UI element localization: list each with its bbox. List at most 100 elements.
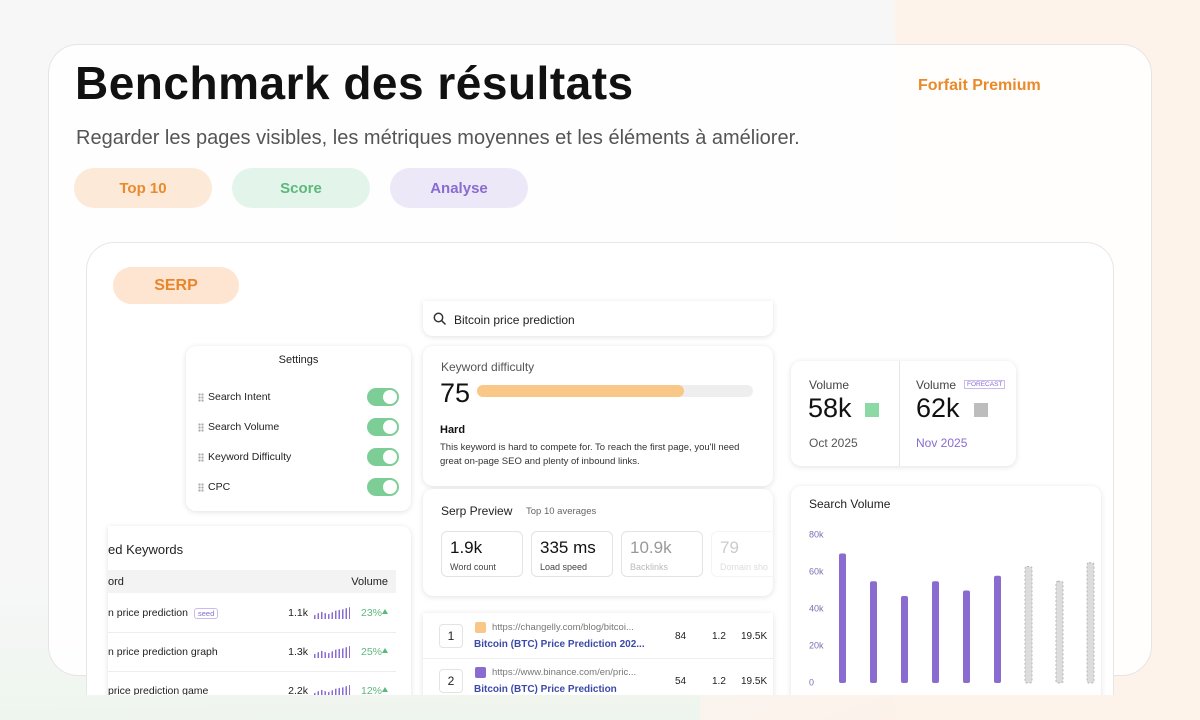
setting-label: Search Intent (208, 391, 271, 403)
metric-box (531, 531, 613, 577)
toggle[interactable] (367, 388, 399, 406)
bar (1055, 580, 1064, 684)
plan-badge: Forfait Premium (918, 77, 1041, 94)
drag-handle (198, 423, 204, 432)
y-tick-label: 20k (809, 640, 824, 650)
table-header (108, 570, 396, 593)
metric-value: 1.9k (450, 538, 483, 557)
chart-card: Search Volume 0 20k 40k 60k 80k (791, 486, 1101, 695)
trend-arrow (382, 648, 388, 653)
result-metric: 1.2 (712, 631, 726, 642)
volume-card: Volume 58k Oct 2025 Volume FORECAST 62k … (791, 361, 1016, 466)
column-header: Volume (351, 576, 388, 588)
forecast-date: Nov 2025 (916, 436, 968, 450)
bar (870, 581, 877, 683)
trend: 23% (361, 607, 383, 619)
tab[interactable]: Top 10 (74, 168, 212, 208)
result-url: https://www.binance.com/en/pric... (492, 667, 637, 678)
keyword: price prediction game (108, 685, 209, 695)
favicon (475, 667, 486, 678)
keyword: n price prediction (108, 607, 188, 619)
bar (963, 590, 970, 683)
difficulty-label: Keyword difficulty (441, 360, 535, 374)
trend: 12% (361, 685, 383, 695)
result-metric: 54 (675, 676, 687, 687)
toggle[interactable] (367, 418, 399, 436)
volume-label: Volume (809, 378, 850, 392)
result-metric: 19.5K (741, 676, 768, 687)
difficulty-description: This keyword is hard to compete for. To … (440, 442, 740, 467)
result-title[interactable]: Bitcoin (BTC) Price Prediction (474, 684, 617, 695)
chart-title: Search Volume (809, 497, 891, 511)
tab[interactable]: Analyse (390, 168, 528, 208)
metric-value: 10.9k (630, 538, 672, 557)
rank: 1 (447, 629, 455, 643)
screenshot-card: SERP Bitcoin price prediction Settings S… (86, 242, 1114, 695)
difficulty-level: Hard (440, 424, 466, 436)
difficulty-track (477, 385, 753, 397)
setting-label: CPC (208, 481, 231, 493)
sparkline (314, 685, 350, 695)
trend: 25% (361, 646, 383, 658)
y-tick-label: 40k (809, 603, 824, 613)
keywords-title: ed Keywords (108, 542, 184, 557)
result-metric: 1.2 (712, 676, 726, 687)
setting-label: Keyword Difficulty (208, 451, 292, 463)
seed-tag: seed (194, 608, 219, 619)
results-table: 1 https://changelly.com/blog/bitcoi... Bit… (423, 613, 773, 695)
settings-panel: Settings Search Intent Search Volume Keywo… (186, 346, 411, 511)
drag-handle (198, 483, 204, 492)
serp-preview: Serp Preview Top 10 averages 1.9k Word co… (423, 489, 773, 596)
metric-label: Word count (450, 562, 496, 572)
volume: 2.2k (288, 685, 308, 695)
drag-handle (198, 393, 204, 402)
serp-title: Serp Preview (441, 504, 513, 518)
result-metric: 84 (675, 631, 687, 642)
forecast-label: Volume (916, 378, 957, 392)
up-icon (974, 403, 988, 417)
bar (839, 553, 846, 683)
chart: Search Volume 0 20k 40k 60k 80k (809, 497, 1095, 687)
search-bar[interactable]: Bitcoin price prediction (423, 301, 773, 336)
setting-label: Search Volume (208, 421, 280, 433)
result-metric: 19.5K (741, 631, 768, 642)
keywords-panel: ed Keywords ord Volume n price predictio… (108, 526, 411, 695)
volume-value: 58k (808, 393, 852, 423)
bar (1024, 565, 1033, 684)
volume: 1.1k (288, 607, 308, 619)
y-tick-label: 80k (809, 529, 824, 539)
settings-title: Settings (278, 354, 319, 366)
difficulty-score: 75 (440, 378, 471, 408)
metric-box (621, 531, 703, 577)
y-tick-label: 0 (809, 677, 814, 687)
difficulty-card: Keyword difficulty 75 Hard This keyword … (423, 346, 773, 486)
favicon (475, 622, 486, 633)
metric-value: 79 (720, 538, 739, 557)
metric-box (711, 531, 773, 577)
trend-arrow (382, 609, 388, 614)
drag-handle (198, 453, 204, 462)
bar (932, 581, 939, 683)
column-header: ord (108, 576, 124, 588)
metric-value: 335 ms (540, 538, 596, 557)
forecast-value: 62k (916, 393, 960, 423)
sparkline (314, 646, 350, 658)
row-divider (108, 671, 396, 672)
toggle[interactable] (367, 448, 399, 466)
rank-box (439, 669, 463, 693)
tab[interactable]: Score (232, 168, 370, 208)
serp-label: SERP (113, 267, 239, 304)
metric-label: Load speed (540, 562, 588, 572)
result-title[interactable]: Bitcoin (BTC) Price Prediction 202... (474, 639, 645, 650)
sparkline (314, 607, 350, 619)
toggle[interactable] (367, 478, 399, 496)
row-divider (423, 658, 773, 659)
bar (901, 596, 908, 683)
metric-label: Backlinks (630, 562, 669, 572)
bar (994, 575, 1001, 683)
result-url: https://changelly.com/blog/bitcoi... (492, 622, 634, 633)
search-query: Bitcoin price prediction (454, 313, 575, 327)
serp-subtitle: Top 10 averages (526, 506, 597, 517)
keyword: n price prediction graph (108, 646, 218, 658)
